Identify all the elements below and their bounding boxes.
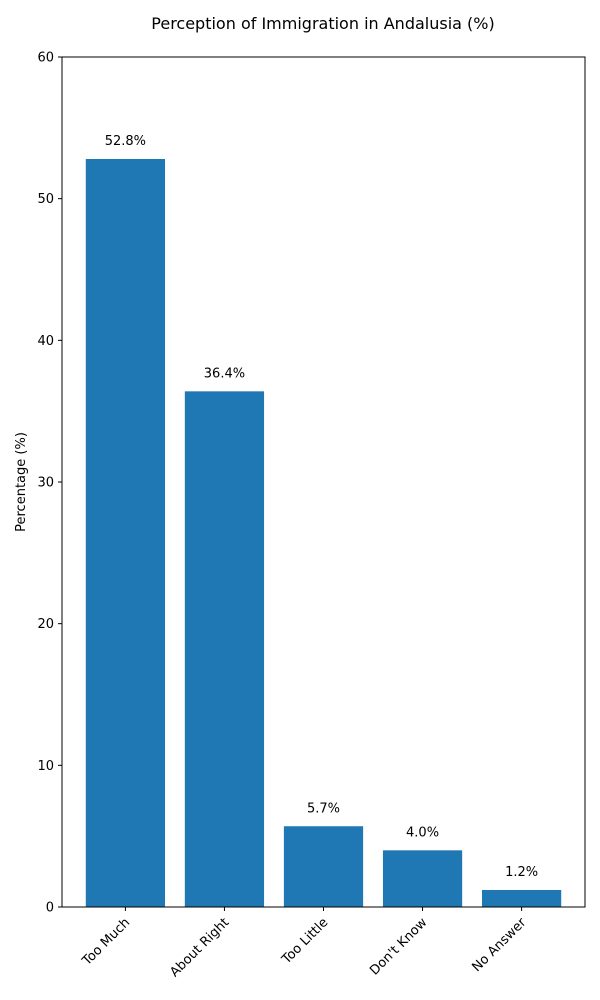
bar-value-label-0: 52.8% <box>105 134 146 149</box>
x-tick-label-1: About Right <box>167 915 232 980</box>
y-tick-label-3: 30 <box>37 476 54 491</box>
y-tick-label-2: 20 <box>37 617 54 632</box>
y-tick-label-1: 10 <box>37 759 54 774</box>
bar-value-label-3: 4.0% <box>406 825 439 840</box>
x-tick-label-0: Too Much <box>79 915 133 969</box>
bar-3 <box>382 850 463 907</box>
x-tick-label-4: No Answer <box>470 915 530 975</box>
bar-value-label-1: 36.4% <box>204 366 245 381</box>
bar-1 <box>184 391 265 907</box>
bar-0 <box>85 159 166 907</box>
plot-area: 52.8% 36.4% 5.7% 4.0% 1.2% 0 10 20 30 40 50 60 Too M… <box>37 51 586 980</box>
bar-value-label-2: 5.7% <box>307 801 340 816</box>
x-tick-label-3: Don't Know <box>367 915 430 978</box>
bar-2 <box>283 826 364 907</box>
bar-value-label-4: 1.2% <box>505 865 538 880</box>
chart-title: Perception of Immigration in Andalusia (… <box>151 14 494 33</box>
y-tick-label-0: 0 <box>46 901 54 916</box>
bar-4 <box>481 890 562 907</box>
y-axis-label: Percentage (%) <box>14 432 29 532</box>
y-tick-label-5: 50 <box>37 192 54 207</box>
y-tick-label-4: 40 <box>37 334 54 349</box>
y-tick-label-6: 60 <box>37 51 54 66</box>
x-tick-label-2: Too Little <box>279 915 332 968</box>
